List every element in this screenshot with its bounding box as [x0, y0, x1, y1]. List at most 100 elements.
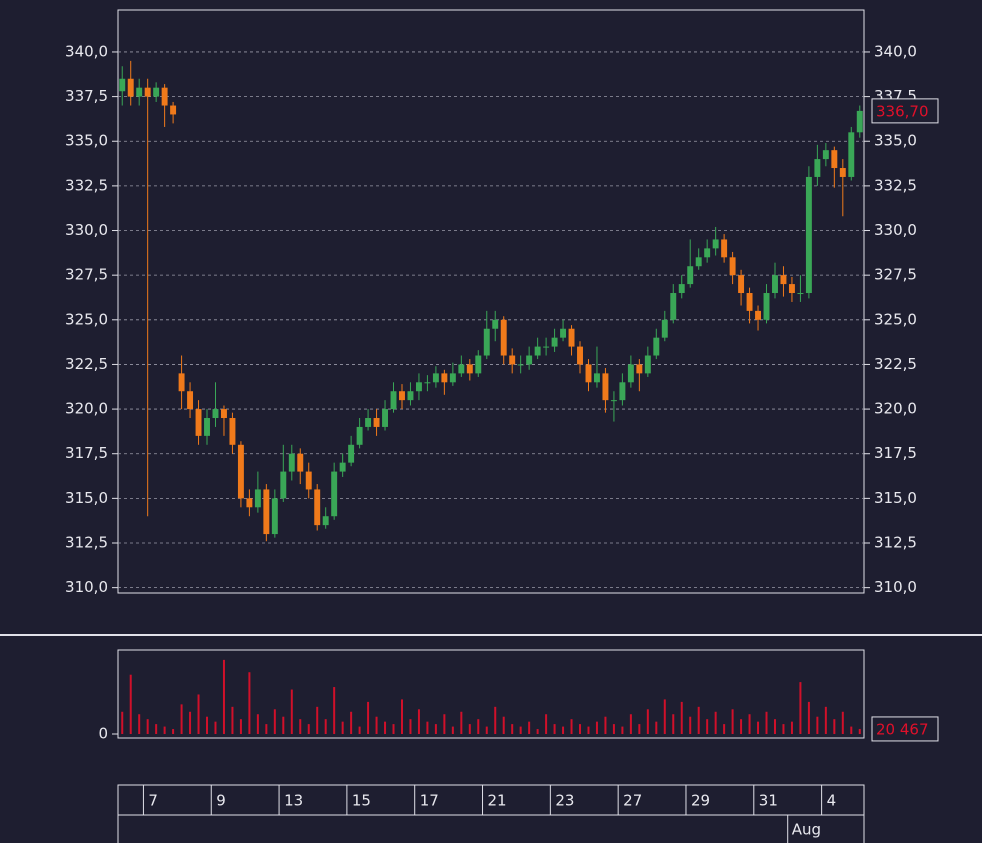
candle-body: [763, 293, 770, 320]
volume-bar: [434, 724, 437, 734]
volume-bar: [214, 721, 217, 734]
volume-bar: [138, 714, 141, 734]
volume-bar: [384, 721, 387, 734]
x-tick-label: 13: [284, 792, 303, 810]
volume-y-tick-label: 0: [98, 725, 108, 743]
candle-body: [492, 319, 499, 329]
candle-body: [424, 382, 431, 384]
volume-bar: [163, 726, 166, 734]
candle-body: [365, 418, 372, 427]
candle-body: [788, 284, 795, 294]
candle-body: [593, 373, 600, 383]
y-tick-label: 332,5: [65, 176, 108, 194]
candle-body: [161, 87, 168, 106]
candle-body: [619, 382, 626, 401]
candle-body: [831, 150, 838, 169]
candle-body: [288, 453, 295, 472]
candle-body: [670, 293, 677, 320]
volume-bar: [197, 694, 200, 734]
volume-bar: [485, 726, 488, 734]
volume-bar: [765, 711, 768, 734]
volume-bar: [595, 721, 598, 734]
candle-body: [610, 400, 617, 402]
volume-bar: [121, 711, 124, 734]
volume-bar: [256, 714, 259, 734]
volume-bar: [579, 724, 582, 734]
candle-body: [746, 293, 753, 311]
volume-bar: [299, 719, 302, 734]
volume-bar: [553, 724, 556, 734]
volume-bar: [172, 729, 175, 734]
volume-bar: [426, 721, 429, 734]
candle-body: [254, 489, 261, 508]
volume-bar: [824, 706, 827, 734]
y-tick-label: 340,0: [65, 42, 108, 60]
candle-body: [814, 159, 821, 177]
volume-bar: [409, 719, 412, 734]
candle-body: [772, 275, 778, 294]
volume-bar: [587, 726, 590, 734]
volume-bar: [468, 724, 471, 734]
candle-body: [602, 373, 609, 401]
y2-tick-label: 335,0: [874, 132, 917, 150]
candle-body: [204, 418, 210, 436]
volume-bar: [799, 682, 802, 734]
volume-bar: [129, 674, 132, 734]
candle-body: [509, 355, 516, 365]
candle-body: [661, 319, 668, 338]
y2-tick-label: 315,0: [874, 489, 917, 507]
volume-bar: [680, 701, 683, 734]
month-row: [117, 814, 865, 843]
volume-bar: [273, 709, 276, 734]
volume-bar: [816, 716, 819, 734]
candle-body: [220, 409, 227, 419]
y-tick-label: 325,0: [65, 310, 108, 328]
volume-bar: [672, 714, 675, 734]
volume-bar: [706, 719, 709, 734]
volume-bar: [494, 706, 497, 734]
volume-bar: [731, 709, 734, 734]
volume-bar: [400, 699, 403, 734]
candle-body: [119, 78, 126, 92]
candle-body: [263, 489, 270, 535]
volume-bar: [341, 721, 344, 734]
y-tick-label: 337,5: [65, 87, 108, 105]
y2-tick-label: 332,5: [874, 176, 917, 194]
volume-bar: [307, 724, 310, 734]
candle-body: [653, 337, 660, 356]
last-volume-box: [871, 716, 939, 742]
candle-body: [483, 328, 490, 356]
volume-bar: [367, 701, 370, 734]
y-tick-label: 317,5: [65, 444, 108, 462]
candle-body: [695, 257, 702, 267]
candle-body: [822, 150, 829, 160]
volume-bar: [833, 719, 836, 734]
volume-bar: [146, 719, 149, 734]
volume-bar: [375, 716, 378, 734]
candle-body: [246, 498, 253, 508]
month-label: Aug: [792, 821, 821, 839]
volume-bar: [748, 714, 751, 734]
volume-bar: [189, 711, 192, 734]
candle-body: [805, 176, 812, 294]
last-price-box: [871, 98, 939, 124]
volume-bar: [316, 706, 319, 734]
volume-bar: [562, 726, 565, 734]
x-tick-label: 4: [827, 792, 837, 810]
volume-bar: [239, 719, 242, 734]
x-tick-label: 23: [555, 792, 574, 810]
candle-body: [382, 409, 389, 427]
volume-bar: [324, 719, 327, 734]
candle-body: [441, 373, 448, 383]
candle-body: [687, 266, 694, 285]
volume-bar: [248, 672, 251, 734]
candle-body: [644, 355, 651, 374]
candle-body: [187, 391, 194, 410]
volume-bar: [511, 724, 514, 734]
price-frame: [117, 9, 865, 594]
candle-body: [195, 409, 202, 436]
volume-bar: [350, 711, 353, 734]
candle-body: [237, 444, 244, 499]
candle-body: [475, 355, 482, 374]
candle-body: [144, 87, 151, 97]
